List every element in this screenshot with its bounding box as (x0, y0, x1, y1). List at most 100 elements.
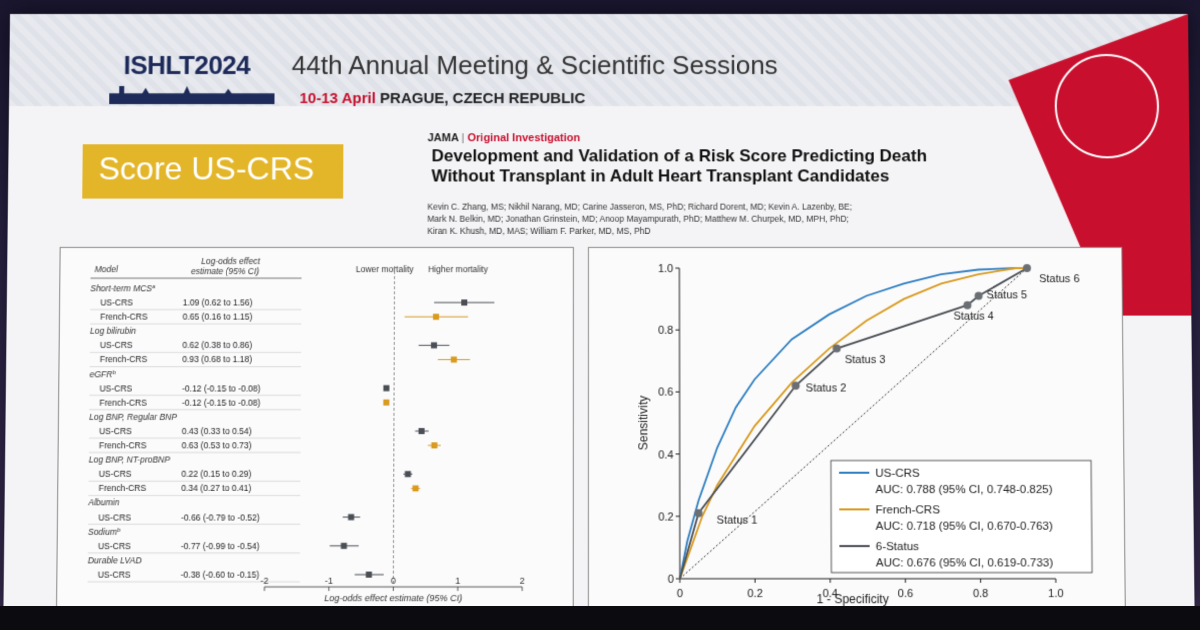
forest-estimate-text: -0.66 (-0.79 to -0.52) (181, 512, 260, 522)
forest-x-axis-title: Log-odds effect estimate (95% CI) (324, 593, 462, 603)
forest-model-label: US-CRS (98, 570, 131, 580)
forest-model-label: French-CRS (99, 440, 147, 450)
forest-point-marker (383, 385, 390, 392)
meeting-date-range: 10-13 April (299, 90, 376, 108)
forest-estimate-text: -0.77 (-0.99 to -0.54) (181, 541, 260, 551)
slide: ISHLT2024 44th Annual Meeting & Scientif… (3, 14, 1195, 611)
forest-point-marker (404, 471, 411, 478)
journal-section: Original Investigation (467, 132, 581, 145)
meeting-location: PRAGUE, CZECH REPUBLIC (379, 90, 586, 108)
roc-status-point (1022, 264, 1032, 273)
forest-point-marker (432, 313, 440, 320)
score-badge-label: Score US-CRS (98, 150, 315, 187)
roc-legend-auc: AUC: 0.718 (95% CI, 0.670-0.763) (876, 521, 1054, 533)
forest-group-label: Log bilirubin (90, 326, 136, 336)
forest-estimate-text: 0.34 (0.27 to 0.41) (181, 483, 251, 493)
forest-estimate-text: 0.93 (0.68 to 1.18) (182, 355, 252, 365)
roc-y-tick-label: 0.6 (658, 387, 673, 399)
journal-name: JAMA (427, 132, 459, 145)
roc-y-tick-label: 1.0 (658, 263, 673, 275)
logo-text: ISHLT2024 (123, 50, 251, 81)
forest-x-tick-label: -2 (260, 576, 268, 586)
ishlt-logo: ISHLT2024 (109, 44, 275, 104)
forest-model-label: US-CRS (99, 426, 132, 436)
paper-authors: Kevin C. Zhang, MS; Nikhil Narang, MD; C… (427, 201, 949, 237)
forest-point-marker (431, 442, 438, 449)
forest-estimate-text: -0.12 (-0.15 to -0.08) (182, 383, 261, 393)
forest-estimate-text: -0.38 (-0.60 to -0.15) (181, 570, 260, 580)
forest-model-label: US-CRS (99, 469, 132, 479)
forest-point-marker (450, 356, 457, 363)
forest-point-marker (430, 342, 438, 349)
higher-mortality-label: Higher mortality (428, 264, 488, 274)
roc-x-tick-label: 0.4 (823, 588, 839, 600)
roc-status-label: Status 6 (1039, 273, 1080, 285)
authors-line1: Kevin C. Zhang, MS; Nikhil Narang, MD; C… (427, 201, 853, 212)
lower-mortality-label: Lower mortality (356, 264, 415, 274)
forest-point-marker (383, 399, 390, 406)
roc-y-axis-title: Sensitivity (636, 396, 650, 451)
forest-estimate-text: 0.62 (0.38 to 0.86) (182, 340, 252, 350)
roc-status-point (694, 509, 703, 518)
forest-group-label: Sodiumb (88, 526, 121, 536)
roc-plot-panel: 0 0.2 0.4 0.6 0.8 1.0 0 0.2 0.4 0.6 0.8 1.0 1 - Spec… (587, 246, 1126, 609)
roc-x-tick-label: 0.6 (898, 588, 914, 600)
forest-model-label: French-CRS (99, 397, 147, 407)
forest-group-label: eGFRb (90, 369, 117, 379)
roc-x-tick-label: 1.0 (1048, 588, 1064, 600)
null-line (393, 266, 394, 583)
roc-legend-auc: AUC: 0.676 (95% CI, 0.619-0.733) (876, 557, 1054, 569)
roc-legend-name: US-CRS (875, 468, 920, 480)
forest-estimate-text: 0.22 (0.15 to 0.29) (181, 469, 251, 479)
forest-point-marker (340, 542, 347, 549)
paper-title: Development and Validation of a Risk Sco… (431, 146, 993, 186)
roc-status-label: Status 3 (845, 354, 886, 366)
roc-y-tick-label: 0.8 (658, 325, 673, 337)
forest-group-label: Durable LVAD (88, 555, 142, 565)
forest-group-label: Short-term MCSa (90, 283, 156, 293)
roc-legend-auc: AUC: 0.788 (95% CI, 0.748-0.825) (875, 484, 1052, 496)
roc-status-point (791, 381, 800, 390)
forest-model-label: French-CRS (100, 355, 148, 365)
forest-group-label: Log BNP, Regular BNP (89, 412, 177, 422)
forest-group-label: Albumin (87, 498, 119, 508)
roc-legend (831, 461, 1092, 573)
forest-x-tick-label: -1 (325, 576, 333, 586)
forest-model-label: US-CRS (100, 297, 133, 307)
forest-model-label: US-CRS (98, 512, 131, 522)
roc-y-tick-label: 0.2 (658, 511, 673, 523)
forest-x-tick-label: 1 (455, 576, 460, 586)
roc-status-label: Status 2 (806, 383, 847, 395)
forest-group-label: Log BNP, NT-proBNP (89, 455, 171, 465)
roc-legend-name: 6-Status (876, 541, 920, 553)
paper-title-line2: Without Transplant in Adult Heart Transp… (431, 166, 890, 186)
forest-point-marker (461, 299, 468, 306)
roc-status-point (974, 291, 983, 300)
forest-estimate-text: 0.63 (0.53 to 0.73) (182, 440, 252, 450)
forest-model-label: US-CRS (98, 541, 131, 551)
prague-skyline-icon (109, 86, 274, 104)
roc-x-tick-label: 0.8 (973, 588, 989, 600)
roc-status-label: Status 1 (717, 514, 758, 526)
roc-x-axis-title: 1 - Specificity (817, 592, 889, 606)
forest-estimate-text: 0.65 (0.16 to 1.15) (183, 312, 253, 322)
roc-status-point (832, 344, 841, 353)
paper-title-line1: Development and Validation of a Risk Sco… (431, 146, 927, 166)
meeting-title: 44th Annual Meeting & Scientific Session… (291, 50, 778, 81)
forest-point-marker (418, 428, 425, 435)
roc-x-tick-label: 0 (677, 588, 683, 600)
roc-x-tick-label: 0.2 (747, 588, 762, 600)
roc-y-tick-label: 0.4 (658, 449, 673, 461)
roc-y-tick-label: 0 (668, 574, 674, 586)
forest-estimate-text: 0.43 (0.33 to 0.54) (182, 426, 252, 436)
forest-model-label: French-CRS (99, 483, 147, 493)
forest-point-marker (365, 571, 372, 578)
roc-status-point (963, 301, 972, 310)
stage-floor (0, 606, 1200, 630)
score-badge: Score US-CRS (82, 144, 344, 199)
forest-point-marker (412, 485, 419, 492)
col-header-estimate-1: Log-odds effect (201, 256, 260, 266)
roc-status-label: Status 4 (953, 310, 994, 322)
